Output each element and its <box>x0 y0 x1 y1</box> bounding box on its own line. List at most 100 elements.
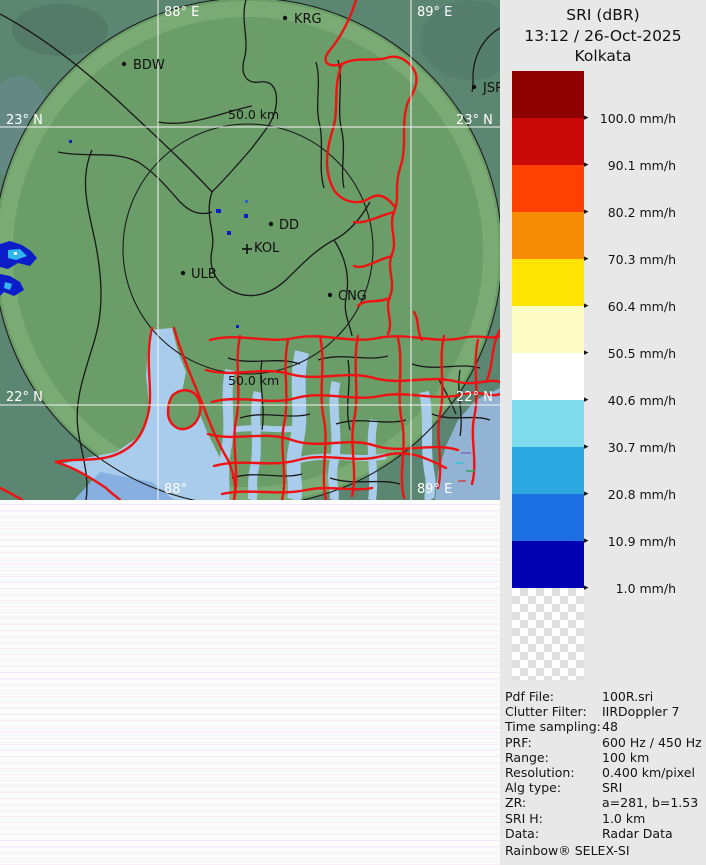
transparency-checker <box>512 588 584 680</box>
lat-label-23n-right: 23° N <box>456 113 493 128</box>
metadata-value: 48 <box>602 719 618 735</box>
metadata-value: 100R.sri <box>602 689 654 704</box>
legend-tick: ▸ 60.4 mm/h <box>584 298 676 314</box>
legend-tick: ▸ 90.1 mm/h <box>584 157 676 173</box>
legend-tick-arrow: ▸ <box>584 347 589 358</box>
legend-tick-label: 100.0 mm/h <box>599 110 676 126</box>
legend-color-block <box>512 71 584 118</box>
metadata-row: Alg type: SRI <box>505 780 703 795</box>
metadata-row: Pdf File: 100R.sri <box>505 689 703 704</box>
metadata-value: 0.400 km/pixel <box>602 765 695 781</box>
legend-color-block <box>512 400 584 447</box>
city-dot-krg <box>282 15 288 21</box>
metadata-row: Clutter Filter: IIRDoppler 7 <box>505 704 703 719</box>
range-rings <box>0 0 500 500</box>
legend-color-block <box>512 165 584 212</box>
legend-tick-label: 90.1 mm/h <box>607 157 676 173</box>
metadata-value: 1.0 km <box>602 810 646 826</box>
metadata-label: Range: <box>505 749 549 765</box>
legend-tick-label: 30.7 mm/h <box>607 439 676 455</box>
legend-tick-label: 1.0 mm/h <box>615 580 676 596</box>
metadata-row: Resolution: 0.400 km/pixel <box>505 765 703 780</box>
city-label-kol: KOL <box>254 241 280 256</box>
legend-color-block <box>512 259 584 306</box>
product-title: SRI (dBR) <box>566 6 640 24</box>
precipitation-echoes <box>0 140 248 328</box>
city-label-ulb: ULB <box>191 267 217 282</box>
radar-map: 88° E 89° E 23° N 23° N 22° N 22° N 88° … <box>0 0 500 500</box>
legend-tick: ▸ 40.6 mm/h <box>584 392 676 408</box>
city-label-bdw: BDW <box>133 58 165 73</box>
metadata-row: PRF: 600 Hz / 450 Hz <box>505 735 703 750</box>
legend-tick-label: 60.4 mm/h <box>607 298 676 314</box>
legend-tick-label: 10.9 mm/h <box>607 533 676 549</box>
metadata-row: Time sampling: 48 <box>505 719 703 734</box>
terrain-shading <box>420 0 500 80</box>
legend-tick: ▸ 1.0 mm/h <box>584 580 676 596</box>
color-scale <box>512 71 584 588</box>
product-header: SRI (dBR) 13:12 / 26-Oct-2025 Kolkata <box>500 5 706 67</box>
legend-tick-label: 70.3 mm/h <box>607 251 676 267</box>
metadata-label: Alg type: <box>505 780 562 796</box>
graticule-lines <box>0 0 500 500</box>
legend-color-block <box>512 447 584 494</box>
legend-tick-arrow: ▸ <box>584 300 589 311</box>
legend-tick: ▸ 70.3 mm/h <box>584 251 676 267</box>
metadata-value: SRI <box>602 780 623 796</box>
city-dot-bdw <box>121 61 127 67</box>
legend-tick-label: 80.2 mm/h <box>607 204 676 220</box>
lon-label-bottom-left: 88° <box>164 482 187 497</box>
city-dot-jsr <box>471 84 477 90</box>
lat-label-23n-left: 23° N <box>6 113 43 128</box>
lat-label-22n-right: 22° N <box>456 390 493 405</box>
legend-tick-arrow: ▸ <box>584 488 589 499</box>
legend-tick: ▸ 20.8 mm/h <box>584 486 676 502</box>
legend-tick-label: 20.8 mm/h <box>607 486 676 502</box>
city-label-jsr: JSR <box>482 81 500 96</box>
legend-tick: ▸ 30.7 mm/h <box>584 439 676 455</box>
legend-tick-arrow: ▸ <box>584 535 589 546</box>
legend-tick-arrow: ▸ <box>584 206 589 217</box>
metadata-label: Data: <box>505 825 540 841</box>
legend-tick-label: 50.5 mm/h <box>607 345 676 361</box>
legend-tick-label: 40.6 mm/h <box>607 392 676 408</box>
legend-tick-arrow: ▸ <box>584 441 589 452</box>
signal-artifacts <box>455 452 475 482</box>
river-network <box>0 0 500 500</box>
metadata-label: Clutter Filter: <box>505 704 587 720</box>
info-panel: SRI (dBR) 13:12 / 26-Oct-2025 Kolkata ▸ 1… <box>500 0 706 865</box>
city-dot-cng <box>327 292 333 298</box>
legend-color-block <box>512 212 584 259</box>
metadata-row: SRI H: 1.0 km <box>505 811 703 826</box>
metadata-label: ZR: <box>505 795 527 811</box>
product-timestamp: 13:12 / 26-Oct-2025 <box>524 26 682 45</box>
range-label-bottom: 50.0 km <box>228 373 279 388</box>
metadata-label: Resolution: <box>505 765 575 781</box>
city-label-krg: KRG <box>294 12 322 27</box>
range-ring-50km <box>122 123 374 375</box>
city-label-dd: DD <box>279 218 299 233</box>
radar-site-cross <box>242 244 252 254</box>
city-label-cng: CNG <box>338 289 367 304</box>
lon-label-top-right: 89° E <box>417 5 452 20</box>
legend-tick-arrow: ▸ <box>584 112 589 123</box>
city-markers: BDW KRG JSR DD KOL ULB CNG <box>121 12 500 304</box>
metadata-value: IIRDoppler 7 <box>602 704 680 720</box>
city-dot-dd <box>268 221 274 227</box>
lat-label-22n-left: 22° N <box>6 390 43 405</box>
legend-tick: ▸ 10.9 mm/h <box>584 533 676 549</box>
legend-color-block <box>512 494 584 541</box>
metadata-row: ZR: a=281, b=1.53 <box>505 795 703 810</box>
legend-color-block <box>512 541 584 588</box>
metadata-value: 100 km <box>602 749 650 765</box>
legend-tick-arrow: ▸ <box>584 253 589 264</box>
station-name: Kolkata <box>574 47 632 66</box>
software-credit: Rainbow® SELEX-SI <box>505 843 630 859</box>
metadata-row: Range: 100 km <box>505 750 703 765</box>
map-canvas: 88° E 89° E 23° N 23° N 22° N 22° N 88° … <box>0 0 500 500</box>
district-boundaries <box>0 0 500 500</box>
metadata-block: Pdf File: 100R.sri Clutter Filter: IIRDopp… <box>505 689 703 858</box>
legend-tick-arrow: ▸ <box>584 159 589 170</box>
lon-label-bottom-right: 89° E <box>417 482 452 497</box>
